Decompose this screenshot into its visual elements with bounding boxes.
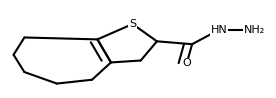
Text: NH₂: NH₂ [244, 25, 265, 35]
Text: HN: HN [211, 25, 227, 35]
Text: S: S [129, 19, 136, 29]
Text: O: O [182, 58, 191, 68]
